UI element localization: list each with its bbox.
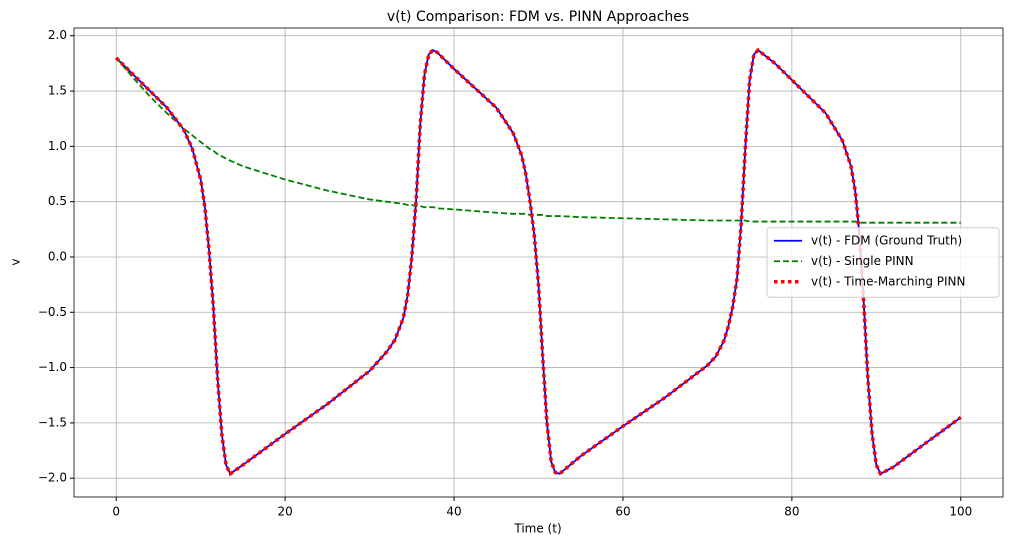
x-tick-label: 20 <box>277 505 292 519</box>
legend-label: v(t) - Single PINN <box>811 254 914 268</box>
x-tick-label: 40 <box>446 505 461 519</box>
x-tick-label: 80 <box>784 505 799 519</box>
x-tick-label: 0 <box>112 505 120 519</box>
x-tick-label: 100 <box>949 505 972 519</box>
y-tick-label: −1.5 <box>38 415 67 429</box>
legend-label: v(t) - Time-Marching PINN <box>811 274 966 288</box>
y-tick-label: −1.0 <box>38 360 67 374</box>
plot-frame <box>73 27 1004 498</box>
legend: v(t) - FDM (Ground Truth) v(t) - Single P… <box>766 227 1000 298</box>
data-line <box>115 47 962 477</box>
y-tick-label: 1.5 <box>48 84 67 98</box>
y-axis-label: v <box>9 258 23 265</box>
y-tick-label: 1.0 <box>48 139 67 153</box>
y-tick-label: 0.5 <box>48 194 67 208</box>
x-tick-label: 60 <box>615 505 630 519</box>
chart-title: v(t) Comparison: FDM vs. PINN Approaches <box>387 9 689 25</box>
y-tick-label: −2.0 <box>38 471 67 485</box>
x-axis-label: Time (t) <box>513 522 561 536</box>
legend-label: v(t) - FDM (Ground Truth) <box>811 233 962 247</box>
y-tick-label: −0.5 <box>38 305 67 319</box>
y-tick-label: 2.0 <box>48 28 67 42</box>
data-line <box>115 57 961 224</box>
legend-box <box>766 227 1000 298</box>
y-tick-label: 0.0 <box>48 249 67 263</box>
